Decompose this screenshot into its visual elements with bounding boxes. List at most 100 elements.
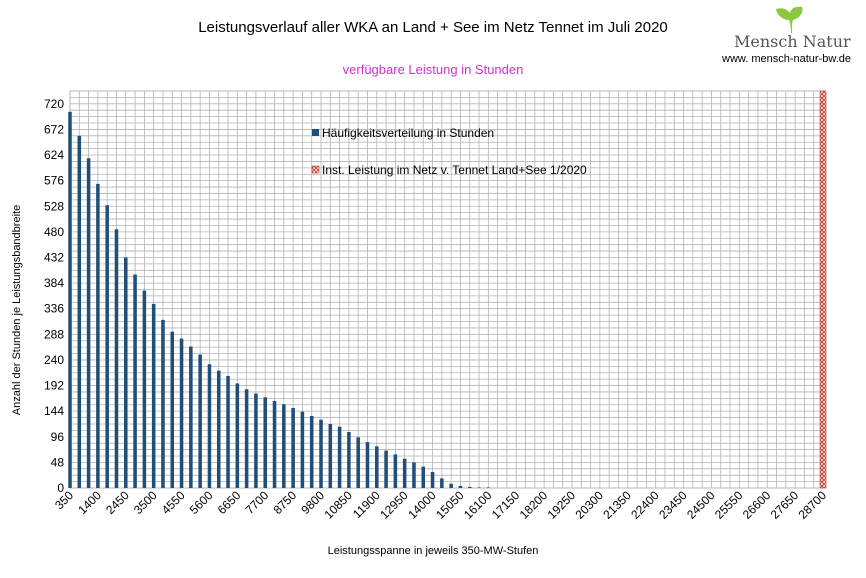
y-tick-label: 192 — [44, 379, 64, 393]
bar — [440, 478, 444, 488]
bar — [430, 471, 435, 488]
x-tick-label: 20300 — [573, 488, 607, 522]
x-tick-label: 6650 — [215, 488, 244, 517]
x-tick-label: 7700 — [243, 488, 272, 517]
bar — [161, 319, 165, 488]
x-tick-label: 11900 — [350, 488, 383, 521]
x-tick-label: 26600 — [740, 488, 774, 522]
legend-swatch — [312, 129, 319, 136]
x-tick-label: 25550 — [712, 488, 746, 522]
ginkgo-leaf-icon — [776, 6, 803, 33]
x-tick-label: 28700 — [796, 488, 830, 522]
x-tick-label: 4550 — [159, 488, 188, 517]
y-tick-label: 672 — [44, 122, 64, 136]
y-tick-label: 624 — [44, 148, 64, 162]
y-tick-label: 720 — [44, 97, 64, 111]
bar — [421, 466, 426, 488]
bar — [449, 483, 453, 488]
bar — [77, 135, 82, 489]
x-tick-label: 24500 — [684, 488, 718, 522]
y-tick-label: 288 — [44, 327, 64, 341]
y-tick-label: 336 — [44, 302, 64, 316]
y-tick-label: 480 — [44, 225, 64, 239]
x-tick-label: 12950 — [377, 488, 411, 522]
x-tick-label: 22400 — [628, 488, 662, 522]
x-tick-label: 21350 — [600, 488, 634, 522]
x-tick-label: 2450 — [103, 488, 132, 517]
bar — [142, 290, 147, 488]
bar — [393, 454, 398, 488]
x-tick-label: 19250 — [545, 488, 579, 522]
bar — [375, 446, 379, 488]
bar — [319, 419, 323, 488]
bar — [189, 346, 193, 488]
y-tick-label: 384 — [44, 276, 64, 290]
x-tick-label: 5600 — [187, 488, 216, 517]
logo-name: Mensch Natur — [734, 32, 851, 51]
bar — [198, 354, 202, 488]
x-tick-label: 3500 — [131, 488, 160, 517]
bar — [300, 411, 305, 488]
brand-logo: Mensch Natur www. mensch-natur-bw.de — [722, 6, 864, 66]
bar — [216, 370, 221, 488]
bar — [356, 437, 360, 488]
bar — [291, 407, 295, 488]
bar — [207, 364, 212, 488]
y-tick-label: 528 — [44, 199, 64, 213]
bar — [347, 431, 351, 488]
bar — [170, 331, 175, 488]
bar — [328, 423, 333, 488]
y-tick-label: 240 — [44, 353, 64, 367]
x-tick-label: 27650 — [768, 488, 802, 522]
bar — [96, 183, 100, 488]
y-tick-label: 144 — [44, 404, 64, 418]
y-tick-label: 432 — [44, 250, 64, 264]
x-tick-label: 16100 — [461, 488, 495, 522]
bar — [105, 205, 109, 488]
bar — [124, 257, 128, 488]
x-tick-label: 23450 — [656, 488, 690, 522]
bar — [467, 486, 472, 488]
y-tick-label: 0 — [57, 481, 64, 495]
chart-subtitle: verfügbare Leistung in Stunden — [342, 62, 524, 77]
bar — [86, 158, 91, 488]
bar — [412, 462, 416, 488]
bar — [263, 397, 267, 488]
bar — [272, 401, 277, 488]
x-tick-label: 18200 — [517, 488, 551, 522]
legend-swatch — [311, 165, 320, 174]
bar — [179, 338, 184, 488]
bar — [458, 485, 463, 488]
x-tick-label: 15050 — [433, 488, 467, 522]
legend-label: Häufigkeitsverteilung in Stunden — [322, 126, 494, 140]
x-tick-label: 350 — [52, 488, 76, 512]
bar — [486, 487, 491, 488]
bar — [226, 375, 230, 488]
x-tick-label: 14000 — [405, 488, 439, 522]
bar — [309, 415, 314, 488]
bar — [244, 389, 249, 488]
bar — [384, 450, 388, 488]
bar — [114, 229, 119, 489]
bar — [235, 383, 240, 488]
bar — [68, 111, 72, 488]
chart-title: Leistungsverlauf aller WKA an Land + See… — [198, 19, 668, 36]
bar — [133, 274, 137, 488]
x-axis-label: Leistungsspanne in jeweils 350-MW-Stufen — [327, 545, 539, 557]
legend-label: Inst. Leistung im Netz v. Tennet Land+Se… — [322, 163, 587, 177]
y-tick-label: 576 — [44, 174, 64, 188]
y-tick-label: 96 — [51, 430, 65, 444]
x-tick-label: 10850 — [322, 488, 356, 522]
logo-url: www. mensch-natur-bw.de — [722, 53, 851, 65]
bar — [402, 458, 407, 488]
y-tick-label: 48 — [51, 455, 65, 469]
bar — [337, 426, 342, 488]
bar — [254, 393, 258, 488]
capacity-bar — [819, 90, 827, 489]
bar — [477, 487, 481, 488]
bar — [365, 442, 370, 488]
x-tick-label: 1400 — [75, 488, 104, 517]
bar — [282, 404, 286, 488]
x-tick-label: 8750 — [270, 488, 299, 517]
